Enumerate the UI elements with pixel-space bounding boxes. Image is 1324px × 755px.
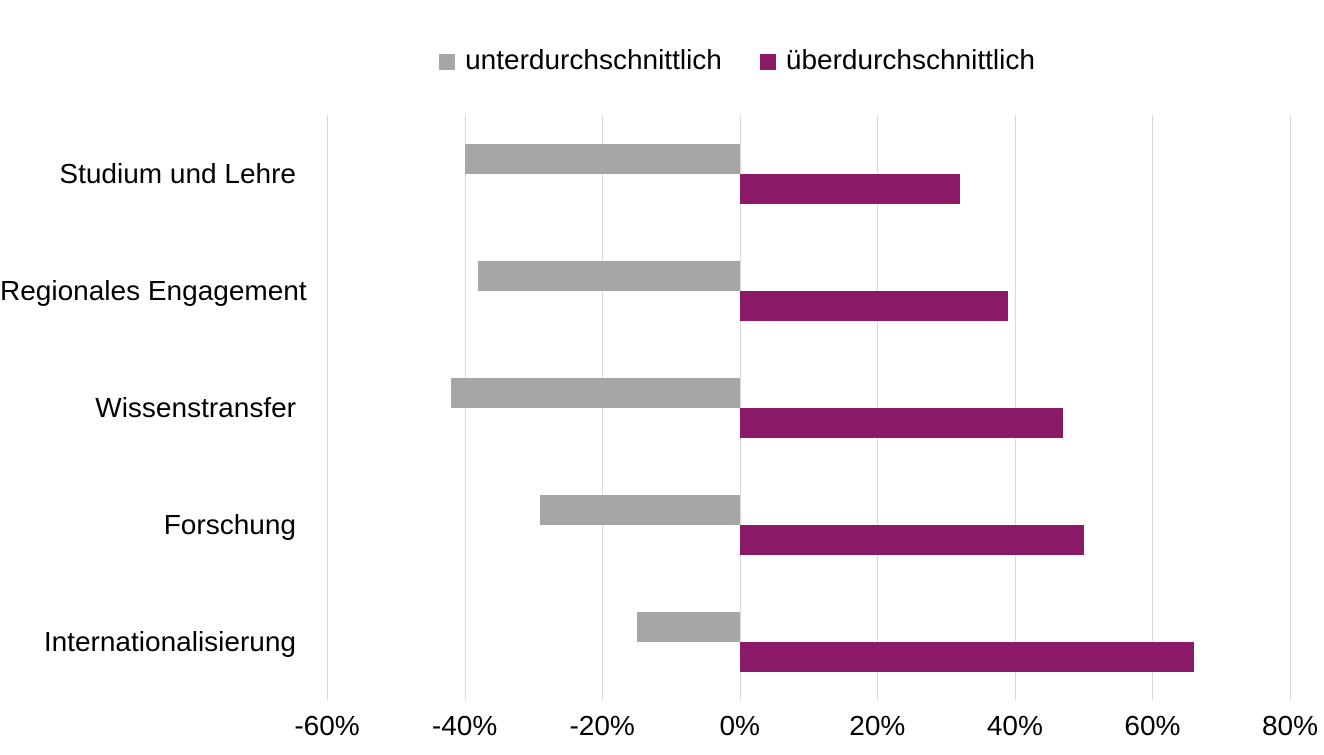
gridline--20	[602, 115, 604, 700]
x-tick-label--60: -60%	[294, 710, 360, 741]
category-label-3: Wissenstransfer	[95, 391, 296, 423]
x-tick-label--20: -20%	[569, 710, 635, 741]
gridline-80	[1290, 115, 1291, 700]
category-label-4: Forschung	[163, 508, 296, 540]
bar-positive-3	[739, 407, 1063, 438]
category-label-5: Internationalisierung	[43, 625, 296, 657]
gridline-60	[1152, 115, 1154, 700]
legend: unterdurchschnittlich überdurchschnittli…	[150, 46, 1324, 74]
legend-swatch-gray	[439, 54, 456, 70]
bar-positive-2	[739, 290, 1008, 321]
x-tick-label-0: 0%	[719, 710, 760, 741]
bar-positive-4	[739, 524, 1084, 555]
x-tick-label-40: 40%	[986, 710, 1043, 741]
bar-negative-3	[450, 377, 740, 408]
legend-item-unterdurchschnittlich: unterdurchschnittlich	[439, 46, 722, 74]
x-tick-label--40: -40%	[431, 710, 498, 741]
bar-positive-1	[739, 173, 960, 204]
x-tick-label-80: 80%	[1261, 710, 1319, 741]
legend-label-ueberdurchschnittlich: überdurchschnittlich	[785, 44, 1035, 75]
x-tick-label-20: 20%	[849, 710, 906, 741]
x-axis: -60% -40% -20% 0% 20% 40% 60% 80%	[294, 710, 1318, 750]
gridline--40	[464, 115, 466, 700]
bar-negative-2	[478, 260, 740, 291]
category-label-2: Regionales Engagement	[0, 274, 307, 306]
legend-label-unterdurchschnittlich: unterdurchschnittlich	[465, 44, 722, 75]
plot-area	[327, 115, 1291, 700]
category-labels: Studium und Lehre Regionales Engagement Wi…	[0, 115, 310, 700]
legend-swatch-purple	[759, 54, 776, 70]
gridline--60	[327, 115, 328, 700]
bar-negative-5	[636, 611, 740, 642]
bar-positive-5	[739, 641, 1194, 672]
legend-item-ueberdurchschnittlich: überdurchschnittlich	[759, 44, 1035, 75]
bar-negative-4	[540, 494, 740, 525]
bar-negative-1	[464, 143, 740, 174]
category-label-1: Studium und Lehre	[59, 157, 296, 189]
x-tick-label-60: 60%	[1124, 710, 1181, 741]
